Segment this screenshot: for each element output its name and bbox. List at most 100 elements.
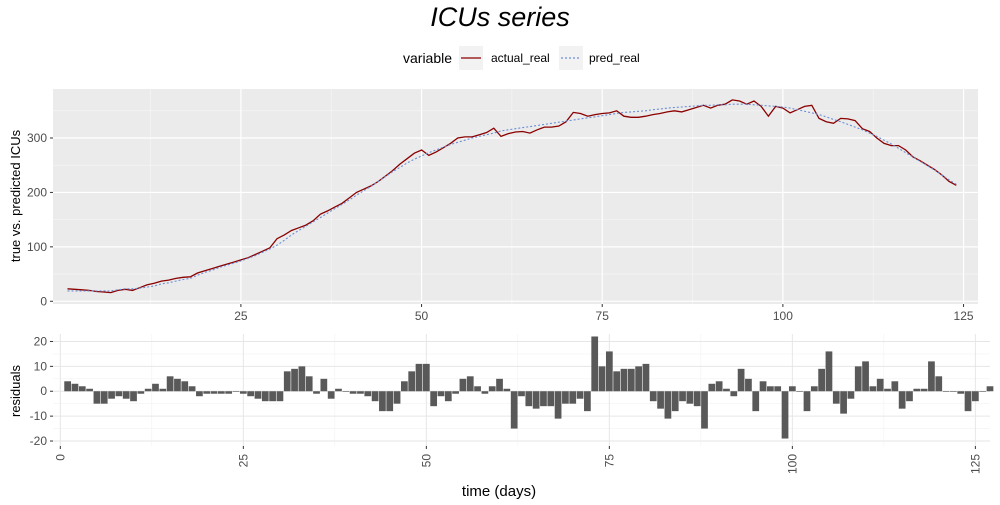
residual-bar [152,383,159,392]
residual-bar [920,388,928,392]
residual-bar [349,391,357,394]
y-tick-label: -10 [30,409,48,423]
residual-bar [928,361,935,392]
residual-bar [752,391,760,412]
residual-bar [891,381,899,392]
residual-bar [649,391,657,402]
residual-bar [313,391,320,394]
residual-bar [239,391,247,394]
residual-bar [847,391,855,399]
x-tick-label: 100 [773,309,793,323]
residual-bar [796,391,804,392]
residual-bar [437,391,445,397]
residual-bar [971,391,979,402]
residual-bar [840,391,847,414]
residual-bar [803,391,811,412]
residual-bar [166,376,174,392]
residual-bar [276,391,284,402]
residual-bar [964,391,972,412]
residual-bar [188,386,196,392]
residual-bar [422,363,430,392]
residual-bar [774,386,782,392]
residual-bar [737,368,745,392]
residual-bar [203,391,211,394]
residual-bar [693,391,701,407]
residual-bar [825,351,833,392]
residual-bar [459,378,467,392]
y-tick-label: -20 [30,434,48,448]
residual-bar [906,391,913,402]
residual-bar [532,391,540,409]
x-tick-label: 75 [596,309,610,323]
x-tick-label: 25 [236,454,250,468]
x-tick-label: 25 [234,309,248,323]
residual-bar [730,391,738,397]
residual-bar [218,391,225,394]
x-tick-label: 50 [415,309,429,323]
residual-bar [100,391,108,404]
residual-bar [269,391,276,402]
x-tick-label: 100 [785,454,799,474]
residual-bar [671,391,679,412]
residual-bar [935,376,943,392]
bottom-panel: -20 -10 0 10 20 0 25 50 75 100 125 [30,334,994,474]
y-tick-label: 200 [27,185,47,199]
residual-bar [569,391,577,404]
residual-bar [759,381,767,392]
top-panel: 0 100 200 300 25 50 75 100 125 [27,89,978,323]
residual-bar [642,363,650,392]
residual-bar [210,391,218,394]
residual-bar [598,366,606,392]
residual-bar [174,378,181,392]
residual-bar [496,378,503,392]
residual-bar [298,366,306,392]
residual-bar [415,363,423,392]
residual-bar [86,388,93,392]
x-tick-label: 50 [419,454,433,468]
residual-bar [957,391,965,394]
residual-bar [767,386,774,392]
residual-bar [371,391,379,402]
residual-bar [554,391,562,419]
residual-bar [261,391,269,402]
residual-bar [64,381,71,392]
residual-bar [444,391,452,402]
residual-bar [715,381,723,392]
y-tick-label: 0 [40,294,47,308]
residual-bar [562,391,569,404]
residual-bar [525,391,533,407]
residual-bar [518,391,525,397]
residual-bar [93,391,101,404]
residual-bar [291,368,298,392]
residual-bar [115,391,123,397]
residual-bar [474,386,481,392]
residual-bar [540,391,547,407]
x-axis-label: time (days) [462,483,536,500]
legend-title: variable [403,50,452,66]
residual-bar [657,391,664,409]
residual-bar [818,368,825,392]
series-line-actual_real [67,99,957,294]
residual-bar [884,388,891,392]
residual-bar [686,391,694,404]
residual-bar [869,386,877,392]
residual-bar [854,366,862,392]
residual-bar [159,388,167,392]
residual-bar [584,391,591,412]
residual-bar [181,381,189,392]
residual-bar [708,383,716,392]
y-axis-label-top: true vs. predicted ICUs [8,129,23,262]
residual-bar [393,391,401,404]
residual-bar [401,381,408,392]
x-tick-label: 125 [968,454,982,474]
residual-bar [576,391,584,399]
residual-bar [950,391,957,392]
residual-bar [327,391,335,399]
residual-bar [605,351,613,392]
x-tick-label: 75 [602,454,616,468]
residual-bar [430,391,438,407]
residual-bar [122,391,130,399]
residual-bar [452,391,459,394]
